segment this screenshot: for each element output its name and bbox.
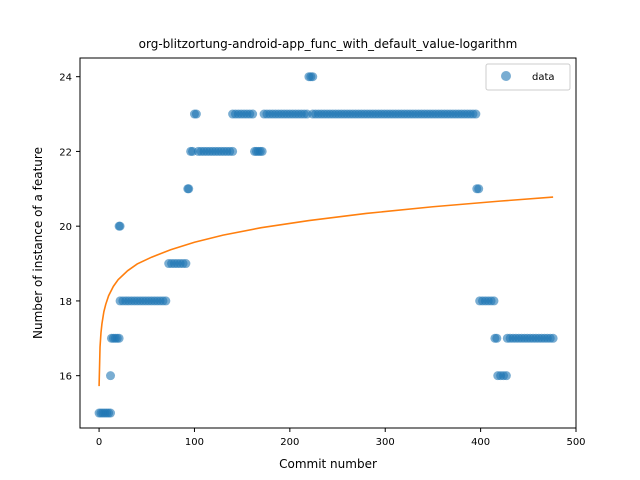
data-point: [492, 333, 502, 343]
y-tick-label: 24: [59, 73, 72, 84]
data-point: [106, 408, 116, 418]
data-point: [181, 259, 191, 269]
data-point: [474, 184, 484, 194]
y-axis: 16 18 20 22 24: [59, 73, 80, 383]
x-axis-label: Commit number: [279, 457, 377, 471]
data-point: [184, 184, 194, 194]
data-point: [471, 109, 481, 119]
data-point: [257, 146, 267, 156]
legend-label-data: data: [532, 72, 555, 83]
data-point: [161, 296, 171, 306]
y-axis-label: Number of instance of a feature: [31, 147, 45, 339]
data-point: [489, 296, 499, 306]
x-tick-label: 200: [280, 437, 299, 448]
x-tick-label: 500: [566, 437, 585, 448]
data-point: [308, 72, 318, 82]
y-tick-label: 22: [59, 147, 72, 158]
plot-frame: [79, 57, 577, 429]
x-tick-label: 300: [376, 437, 395, 448]
data-point: [191, 109, 201, 119]
legend: data: [485, 63, 571, 91]
data-point: [501, 371, 511, 381]
y-tick-label: 16: [59, 372, 72, 383]
legend-marker-data: [501, 71, 511, 81]
plot-area: [94, 72, 558, 418]
data-point: [115, 221, 125, 231]
y-tick-label: 18: [59, 297, 72, 308]
data-point: [114, 333, 124, 343]
x-tick-label: 0: [96, 437, 102, 448]
y-tick-label: 20: [59, 222, 72, 233]
x-tick-label: 400: [471, 437, 490, 448]
x-tick-label: 100: [185, 437, 204, 448]
data-point: [228, 146, 238, 156]
x-axis: 0 100 200 300 400 500: [96, 428, 586, 448]
data-point: [106, 371, 116, 381]
fit-line: [98, 196, 554, 387]
data-point: [548, 333, 558, 343]
data-point: [248, 109, 258, 119]
legend-box: [485, 63, 571, 91]
chart-title: org-blitzortung-android-app_func_with_de…: [139, 37, 518, 51]
